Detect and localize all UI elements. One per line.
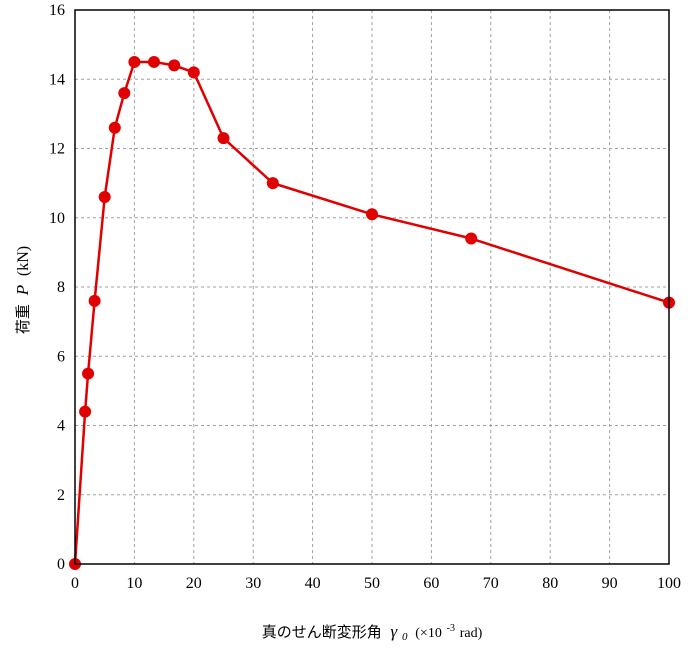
data-point — [118, 87, 131, 100]
x-axis-label: 真のせん断変形角 γ 0 (×10 -3 rad) — [262, 617, 483, 644]
x-axis-unit-suffix: rad) — [460, 626, 483, 641]
y-axis-symbol: P — [13, 285, 32, 296]
x-tick-label: 40 — [305, 575, 321, 592]
y-tick-label: 6 — [57, 348, 65, 365]
y-axis-label: 荷重 P (kN) — [13, 246, 32, 334]
y-tick-label: 0 — [57, 556, 65, 573]
y-tick-label: 14 — [49, 71, 65, 88]
y-tick-label: 2 — [57, 487, 65, 504]
data-point — [217, 132, 230, 145]
x-axis-label-text: 真のせん断変形角 — [262, 623, 382, 641]
x-tick-label: 10 — [126, 575, 142, 592]
y-axis-unit: (kN) — [15, 246, 32, 276]
y-tick-label: 12 — [49, 141, 65, 158]
data-point — [148, 55, 161, 68]
data-point — [168, 59, 181, 72]
x-axis-symbol: γ — [391, 622, 399, 641]
x-axis-unit-exp: -3 — [447, 623, 455, 634]
y-tick-label: 16 — [49, 2, 65, 19]
data-point — [187, 66, 200, 79]
x-tick-label: 80 — [542, 575, 558, 592]
data-point — [128, 55, 141, 68]
series-layer — [69, 55, 675, 570]
tick-labels: 0 10 20 30 40 50 60 70 80 90 100 0 2 4 6 8 10 12 14 16 — [49, 2, 681, 592]
data-point — [108, 121, 121, 134]
data-point — [79, 405, 92, 418]
x-tick-label: 100 — [657, 575, 681, 592]
x-axis-symbol-sub: 0 — [402, 631, 408, 643]
x-tick-label: 30 — [245, 575, 261, 592]
x-tick-label: 60 — [423, 575, 439, 592]
y-tick-label: 8 — [57, 279, 65, 296]
y-tick-label: 4 — [57, 418, 65, 435]
x-tick-label: 70 — [483, 575, 499, 592]
data-point — [465, 232, 478, 245]
y-tick-label: 10 — [49, 210, 65, 227]
plot-frame — [74, 9, 670, 565]
series-line — [73, 60, 670, 565]
x-axis-unit-prefix: (×10 — [415, 626, 442, 641]
x-tick-label: 0 — [71, 575, 79, 592]
data-point — [98, 190, 111, 203]
x-tick-label: 50 — [364, 575, 380, 592]
data-point — [82, 367, 95, 380]
y-axis-label-text: 荷重 — [14, 304, 32, 334]
x-tick-label: 90 — [602, 575, 618, 592]
x-tick-label: 20 — [186, 575, 202, 592]
data-point — [88, 294, 101, 307]
data-point — [266, 177, 279, 190]
data-point — [366, 208, 378, 221]
